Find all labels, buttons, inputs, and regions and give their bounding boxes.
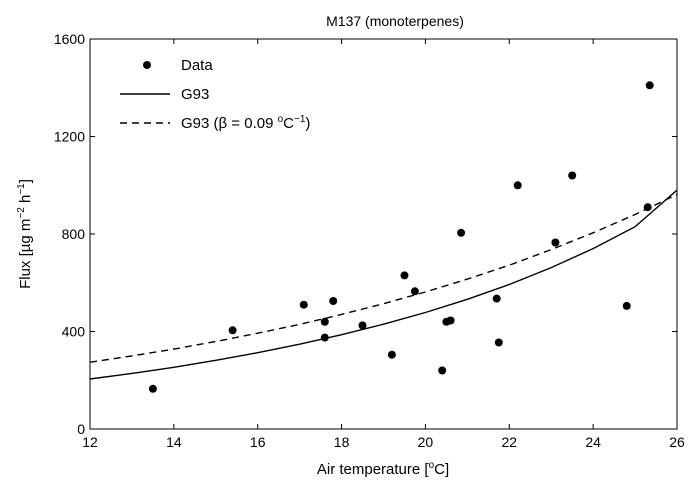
x-tick-label: 24 <box>585 434 601 450</box>
data-point <box>299 300 308 309</box>
x-axis-label: Air temperature [oC] <box>317 460 449 478</box>
series-line-g93 <box>89 189 678 380</box>
chart-title: M137 (monoterpenes) <box>326 13 464 29</box>
data-point <box>358 321 367 330</box>
data-point <box>438 366 447 375</box>
data-point <box>228 326 237 335</box>
legend-label-g93-beta: G93 (β = 0.09 oC−1) <box>181 114 310 132</box>
legend-label-g93: G93 <box>181 86 209 103</box>
data-point <box>568 171 577 180</box>
data-point <box>320 317 329 326</box>
x-tick-label: 16 <box>250 434 266 450</box>
x-tick-label: 26 <box>669 434 685 450</box>
y-tick-label: 1600 <box>54 31 85 47</box>
data-point <box>148 384 157 393</box>
x-tick-label: 22 <box>501 434 517 450</box>
data-point <box>551 238 560 247</box>
data-point <box>492 294 501 303</box>
data-point <box>329 297 338 305</box>
x-tick-label: 12 <box>82 434 98 450</box>
data-points <box>148 81 654 393</box>
legend-label-data: Data <box>181 57 213 74</box>
y-tick-label: 0 <box>77 421 85 437</box>
y-axis-label: Flux [µg m−2 h−1] <box>16 179 34 289</box>
data-point <box>387 350 396 359</box>
series-line-g93-beta <box>89 193 678 363</box>
data-point <box>645 81 654 90</box>
data-point <box>622 301 631 310</box>
legend-marker-data <box>143 61 151 69</box>
data-point <box>320 333 329 342</box>
x-tick-label: 18 <box>334 434 350 450</box>
data-point <box>643 203 652 212</box>
data-point <box>410 287 419 296</box>
legend: Data G93 G93 (β = 0.09 oC−1) <box>120 57 310 132</box>
data-point <box>446 316 455 325</box>
x-tick-label: 20 <box>418 434 434 450</box>
data-point <box>513 181 522 190</box>
curves <box>89 189 678 380</box>
axis-ticks: 12 14 16 18 20 22 24 26 0 400 800 1200 1600 <box>54 31 685 450</box>
y-tick-label: 800 <box>62 226 86 242</box>
data-point <box>457 228 466 237</box>
data-point <box>494 338 503 347</box>
x-tick-label: 14 <box>166 434 182 450</box>
data-point <box>400 271 409 280</box>
y-tick-label: 400 <box>62 324 86 340</box>
y-tick-label: 1200 <box>54 129 85 145</box>
